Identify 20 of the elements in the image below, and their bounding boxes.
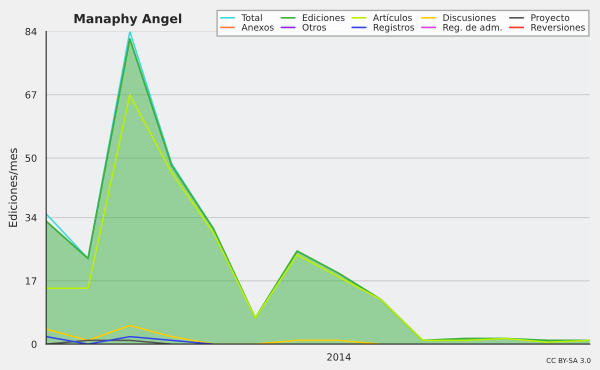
legend-label: Proyecto <box>531 14 570 23</box>
y-tick-label: 84 <box>25 28 37 36</box>
legend-label: Otros <box>302 24 326 31</box>
y-axis-title: Ediciones/mes <box>8 148 18 227</box>
line-series <box>46 324 382 344</box>
chart-title: Manaphy Angel <box>74 14 182 26</box>
legend-label: Ediciones <box>302 14 345 22</box>
legend-label: Reversiones <box>531 24 585 31</box>
legend-label: Artículos <box>373 14 412 22</box>
y-tick-label: 67 <box>25 91 36 99</box>
y-tick-label: 17 <box>26 277 36 285</box>
legend-label: Total <box>241 14 262 22</box>
y-tick-label: 50 <box>26 154 37 162</box>
x-tick-label: 2014 <box>327 353 351 361</box>
legend-label: Registros <box>374 24 414 32</box>
legend-label: Anexos <box>242 24 274 31</box>
legend-label: Discusiones <box>443 14 496 22</box>
y-tick-label: 0 <box>32 340 37 348</box>
legend-label: Reg. de adm. <box>443 24 502 32</box>
y-tick-label: 34 <box>26 214 37 222</box>
